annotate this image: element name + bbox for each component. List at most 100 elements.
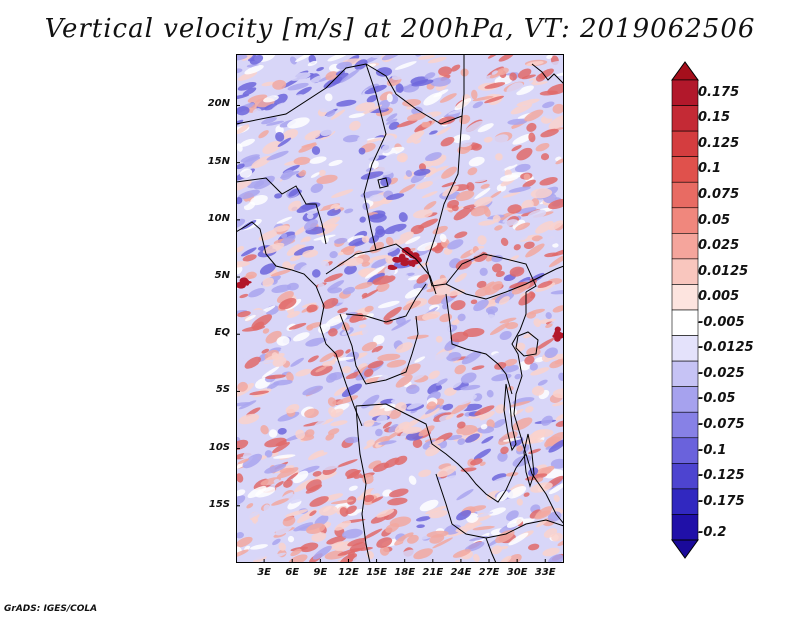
field-blob xyxy=(406,384,420,395)
field-blob xyxy=(523,241,535,249)
field-blob xyxy=(277,137,292,147)
field-blob xyxy=(416,524,425,529)
field-blob xyxy=(342,528,363,539)
field-blob xyxy=(359,216,366,223)
field-blob xyxy=(341,383,362,398)
field-blob xyxy=(381,54,403,61)
field-blob xyxy=(529,362,538,371)
field-blob xyxy=(421,121,431,128)
field-blob xyxy=(500,237,509,247)
field-blob xyxy=(514,373,522,380)
field-blob xyxy=(524,109,544,122)
field-blob xyxy=(510,103,533,115)
field-blob xyxy=(289,56,297,65)
field-blob xyxy=(404,287,423,299)
field-blob xyxy=(472,96,494,102)
field-blob xyxy=(272,538,281,546)
field-blob xyxy=(370,483,388,495)
field-blob xyxy=(381,144,392,154)
field-blob xyxy=(446,352,462,362)
field-blob xyxy=(371,345,383,353)
field-blob xyxy=(550,458,564,469)
field-blob xyxy=(410,149,420,160)
field-blob xyxy=(445,123,468,133)
field-blob xyxy=(468,156,485,167)
field-blob xyxy=(492,214,501,223)
field-blob xyxy=(348,508,364,516)
field-blob xyxy=(388,121,400,130)
field-blob xyxy=(491,545,503,555)
field-blob xyxy=(400,363,421,377)
field-blob xyxy=(524,355,535,365)
field-blob xyxy=(334,386,347,397)
field-blob xyxy=(374,445,398,451)
field-blob xyxy=(391,319,411,331)
field-blob xyxy=(470,458,483,466)
field-blob xyxy=(396,153,408,163)
field-blob xyxy=(542,547,560,557)
field-blob xyxy=(356,494,366,501)
field-blob xyxy=(519,494,536,508)
field-blob xyxy=(262,242,285,254)
field-blob xyxy=(542,101,555,109)
field-blob xyxy=(399,549,418,559)
field-blob xyxy=(306,322,322,329)
field-blob xyxy=(512,397,535,405)
colorbar-swatch xyxy=(671,437,699,464)
sahara-boundaries xyxy=(236,54,465,125)
strong-downdraft-cell xyxy=(554,326,561,333)
field-blob xyxy=(408,475,417,485)
lat-tick-label: 10N xyxy=(207,212,230,224)
field-blob xyxy=(273,379,293,386)
field-blob xyxy=(454,231,468,239)
field-blob xyxy=(292,470,309,484)
field-blob xyxy=(386,193,405,201)
field-blob xyxy=(539,177,558,186)
lake-victoria xyxy=(515,331,539,357)
field-blob xyxy=(436,126,451,136)
field-blob xyxy=(359,122,369,129)
field-blob xyxy=(444,387,457,396)
border-chad-niger xyxy=(363,63,387,251)
field-blob xyxy=(507,204,522,214)
field-blob xyxy=(236,106,250,116)
field-blob xyxy=(451,379,463,389)
colorbar-swatch xyxy=(671,514,699,541)
field-blob xyxy=(343,257,364,267)
field-blob xyxy=(547,431,564,444)
field-blob xyxy=(408,191,416,199)
field-blob xyxy=(495,153,503,161)
field-blob xyxy=(537,235,562,246)
field-blob xyxy=(348,113,365,119)
lon-tick-label: 3E xyxy=(257,567,271,578)
field-blob xyxy=(241,329,262,343)
field-blob xyxy=(347,235,365,243)
field-blob xyxy=(236,94,250,101)
field-blob xyxy=(244,545,251,551)
map-panel[interactable] xyxy=(236,54,564,563)
field-blob xyxy=(541,415,553,426)
field-blob xyxy=(249,390,269,396)
field-blob xyxy=(492,263,503,273)
field-blob xyxy=(342,365,352,374)
field-blob xyxy=(500,174,519,182)
field-blob xyxy=(474,196,493,207)
field-blob xyxy=(286,372,294,382)
field-blob xyxy=(264,463,287,474)
lat-tick-label: EQ xyxy=(214,327,230,339)
field-blob xyxy=(523,333,533,339)
field-blob xyxy=(460,342,478,355)
field-blob xyxy=(250,195,268,206)
field-blob xyxy=(500,446,509,455)
field-blob xyxy=(368,324,378,333)
field-blob xyxy=(454,364,466,375)
field-blob xyxy=(278,298,297,310)
field-blob xyxy=(425,404,441,415)
field-blob xyxy=(484,281,503,296)
field-blob xyxy=(334,520,352,531)
field-blob xyxy=(245,550,268,561)
field-blob xyxy=(529,308,545,315)
field-blob xyxy=(236,180,252,192)
field-blob xyxy=(406,400,426,410)
field-blob xyxy=(456,488,474,501)
